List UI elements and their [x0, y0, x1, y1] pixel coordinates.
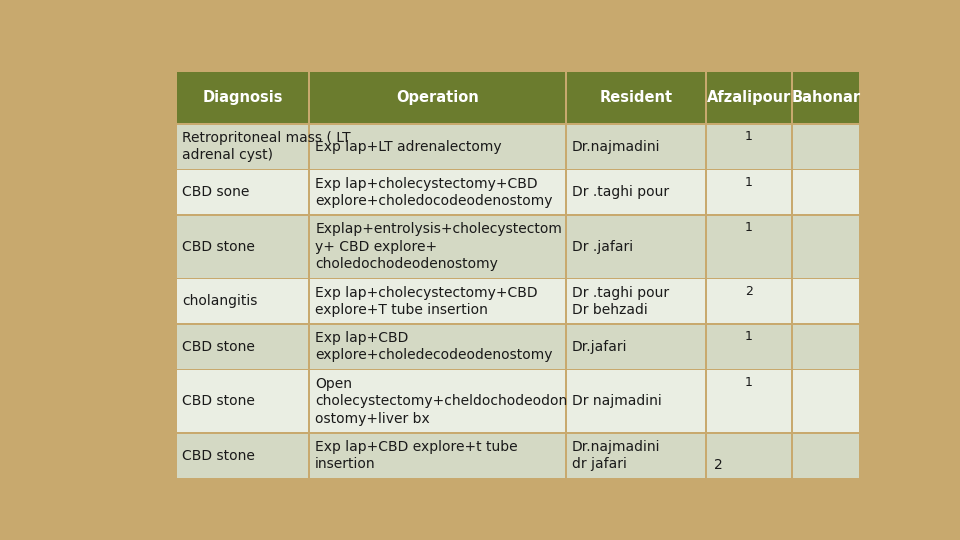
- Bar: [567, 125, 706, 169]
- Text: Retropritoneal mass ( LT
adrenal cyst): Retropritoneal mass ( LT adrenal cyst): [181, 131, 350, 163]
- Bar: [793, 325, 859, 369]
- Text: 1: 1: [745, 221, 753, 234]
- Bar: [793, 170, 859, 214]
- Bar: [567, 72, 706, 124]
- Bar: [793, 125, 859, 169]
- Bar: [793, 72, 859, 124]
- Text: CBD stone: CBD stone: [181, 394, 254, 408]
- Bar: [567, 279, 706, 323]
- Text: 1: 1: [745, 376, 753, 389]
- Bar: [310, 434, 564, 478]
- Text: 1: 1: [745, 176, 753, 189]
- Text: Exp lap+CBD
explore+choledecodeodenostomy: Exp lap+CBD explore+choledecodeodenostom…: [315, 331, 553, 362]
- Bar: [177, 325, 308, 369]
- Text: 1: 1: [745, 330, 753, 343]
- Text: cholangitis: cholangitis: [181, 294, 257, 308]
- Bar: [177, 370, 308, 433]
- Text: Resident: Resident: [600, 90, 673, 105]
- Bar: [310, 279, 564, 323]
- Bar: [310, 325, 564, 369]
- Bar: [708, 170, 791, 214]
- Text: CBD stone: CBD stone: [181, 340, 254, 354]
- Bar: [177, 72, 308, 124]
- Bar: [177, 279, 308, 323]
- Text: Exp lap+cholecystectomy+CBD
explore+choledocodeodenostomy: Exp lap+cholecystectomy+CBD explore+chol…: [315, 177, 553, 208]
- Bar: [177, 125, 308, 169]
- Bar: [708, 215, 791, 278]
- Text: Exp lap+LT adrenalectomy: Exp lap+LT adrenalectomy: [315, 140, 502, 154]
- Text: CBD stone: CBD stone: [181, 240, 254, 254]
- Bar: [708, 370, 791, 433]
- Text: CBD sone: CBD sone: [181, 185, 250, 199]
- Text: Explap+entrolysis+cholecystectom
y+ CBD explore+
choledochodeodenostomy: Explap+entrolysis+cholecystectom y+ CBD …: [315, 222, 563, 271]
- Text: Diagnosis: Diagnosis: [203, 90, 283, 105]
- Bar: [567, 170, 706, 214]
- Text: Exp lap+cholecystectomy+CBD
explore+T tube insertion: Exp lap+cholecystectomy+CBD explore+T tu…: [315, 286, 538, 317]
- Bar: [177, 215, 308, 278]
- Bar: [177, 434, 308, 478]
- Bar: [708, 72, 791, 124]
- Text: Afzalipour: Afzalipour: [707, 90, 791, 105]
- Text: Bahonar: Bahonar: [791, 90, 860, 105]
- Bar: [310, 370, 564, 433]
- Text: Dr.najmadini
dr jafari: Dr.najmadini dr jafari: [572, 440, 660, 471]
- Bar: [708, 125, 791, 169]
- Text: Dr .jafari: Dr .jafari: [572, 240, 633, 254]
- Bar: [177, 170, 308, 214]
- Bar: [567, 325, 706, 369]
- Text: Operation: Operation: [396, 90, 479, 105]
- Bar: [310, 170, 564, 214]
- Bar: [793, 370, 859, 433]
- Text: Dr najmadini: Dr najmadini: [572, 394, 661, 408]
- Bar: [567, 434, 706, 478]
- Bar: [793, 434, 859, 478]
- Bar: [310, 72, 564, 124]
- Text: Dr .taghi pour: Dr .taghi pour: [572, 185, 669, 199]
- Bar: [567, 370, 706, 433]
- Text: Dr.najmadini: Dr.najmadini: [572, 140, 660, 154]
- Bar: [310, 215, 564, 278]
- Text: Dr .taghi pour
Dr behzadi: Dr .taghi pour Dr behzadi: [572, 286, 669, 317]
- Text: 2: 2: [745, 285, 753, 298]
- Bar: [793, 215, 859, 278]
- Bar: [793, 279, 859, 323]
- Text: CBD stone: CBD stone: [181, 449, 254, 463]
- Text: Dr.jafari: Dr.jafari: [572, 340, 628, 354]
- Bar: [310, 125, 564, 169]
- Bar: [708, 325, 791, 369]
- Bar: [708, 279, 791, 323]
- Text: 1: 1: [745, 130, 753, 143]
- Text: Open
cholecystectomy+cheldochodeodon
ostomy+liver bx: Open cholecystectomy+cheldochodeodon ost…: [315, 377, 567, 426]
- Text: 2: 2: [713, 458, 723, 472]
- Text: Exp lap+CBD explore+t tube
insertion: Exp lap+CBD explore+t tube insertion: [315, 440, 517, 471]
- Bar: [708, 434, 791, 478]
- Bar: [567, 215, 706, 278]
